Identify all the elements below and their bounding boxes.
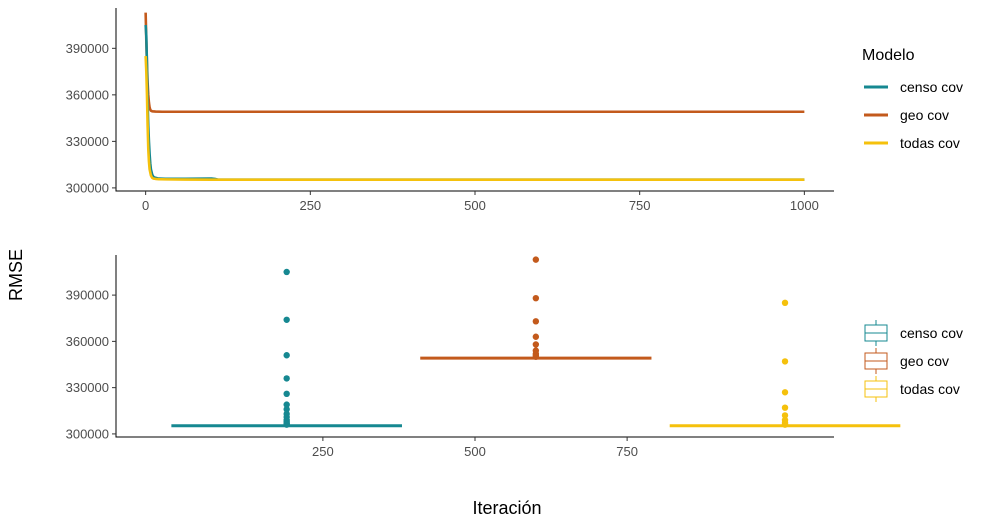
outlier-point-geo-cov xyxy=(532,333,540,340)
outlier-point-censo-cov xyxy=(283,421,290,428)
legend-label-censo-cov: censo cov xyxy=(900,325,963,341)
bottom-y-tick-label: 360000 xyxy=(66,334,109,349)
line-legend: Modelo censo cov geo cov todas cov xyxy=(862,47,963,151)
legend-title: Modelo xyxy=(862,47,915,64)
top-y-tick-label: 360000 xyxy=(66,87,109,102)
legend-label-todas-cov: todas cov xyxy=(900,381,960,397)
outlier-point-todas-cov xyxy=(781,299,789,307)
outlier-point-censo-cov xyxy=(283,390,290,398)
boxplot-legend: censo cov geo cov todas cov xyxy=(864,320,963,402)
x-axis-title: Iteración xyxy=(472,498,541,518)
line-panel: 300000 330000 360000 390000 0 250 500 750 1000 xyxy=(66,8,834,213)
legend-label-geo-cov: geo cov xyxy=(900,107,949,123)
legend-label-censo-cov: censo cov xyxy=(900,79,963,95)
outlier-point-geo-cov xyxy=(532,341,540,348)
series-line-censo-cov xyxy=(144,24,805,181)
outlier-point-todas-cov xyxy=(781,412,789,419)
top-x-tick-label: 750 xyxy=(629,198,651,213)
outlier-point-todas-cov xyxy=(781,358,789,365)
top-y-tick-label: 330000 xyxy=(66,134,109,149)
top-x-tick-label: 1000 xyxy=(790,198,819,213)
outlier-point-censo-cov xyxy=(283,375,290,382)
series-line-todas-cov xyxy=(144,56,805,181)
outlier-point-todas-cov xyxy=(781,389,789,396)
legend-label-geo-cov: geo cov xyxy=(900,353,949,369)
top-y-tick-label: 390000 xyxy=(66,41,109,56)
outlier-point-censo-cov xyxy=(283,401,290,408)
legend-label-todas-cov: todas cov xyxy=(900,135,960,151)
outlier-point-todas-cov xyxy=(781,421,789,428)
y-axis-title: RMSE xyxy=(6,249,26,301)
bottom-y-tick-label: 330000 xyxy=(66,380,109,395)
top-y-tick-label: 300000 xyxy=(66,180,109,195)
bottom-x-tick-label: 750 xyxy=(616,444,638,459)
outlier-point-censo-cov xyxy=(283,352,290,359)
outlier-point-geo-cov xyxy=(532,256,540,263)
outlier-point-geo-cov xyxy=(532,294,540,302)
outlier-point-geo-cov xyxy=(532,318,540,325)
bottom-x-tick-label: 500 xyxy=(464,444,486,459)
outlier-point-censo-cov xyxy=(283,406,290,413)
boxplot-panel: 300000 330000 360000 390000 250 500 750 xyxy=(66,255,901,459)
top-x-tick-label: 0 xyxy=(142,198,149,213)
series-line-geo-cov xyxy=(144,12,805,114)
top-x-tick-label: 500 xyxy=(464,198,486,213)
bottom-y-tick-label: 390000 xyxy=(66,288,109,303)
bottom-x-tick-label: 250 xyxy=(312,444,334,459)
outlier-point-todas-cov xyxy=(781,404,789,411)
top-x-tick-label: 250 xyxy=(299,198,321,213)
bottom-y-tick-label: 300000 xyxy=(66,426,109,441)
outlier-point-geo-cov xyxy=(532,353,540,360)
outlier-point-censo-cov xyxy=(283,268,290,276)
outlier-point-censo-cov xyxy=(283,316,290,323)
